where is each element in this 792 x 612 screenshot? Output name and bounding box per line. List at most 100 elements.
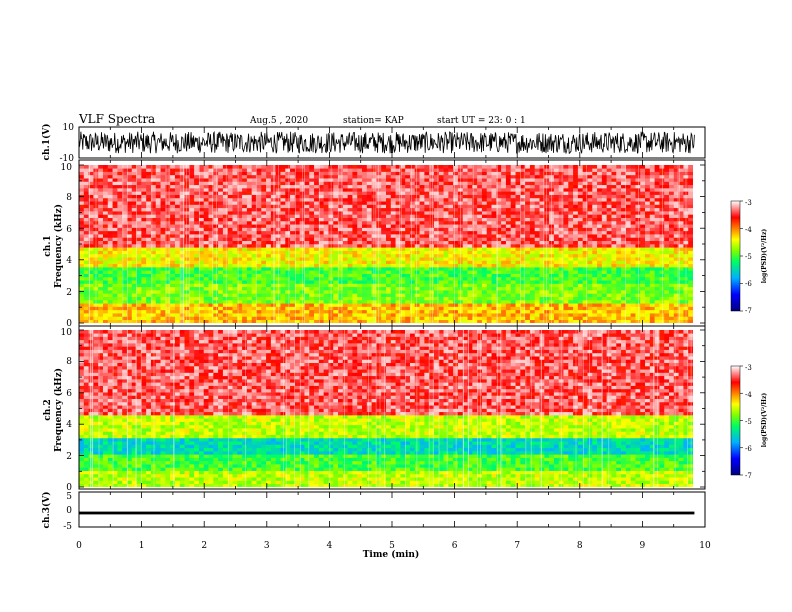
spec1-cell <box>563 191 569 195</box>
spec1-cell <box>112 178 118 182</box>
spec1-cell <box>189 234 195 238</box>
spec1-cell <box>448 257 454 261</box>
spec1-cell <box>510 191 516 195</box>
spec1-cell <box>409 191 416 195</box>
spec1-cell <box>122 224 128 228</box>
spec1-cell <box>242 174 248 179</box>
spec1-cell <box>424 168 430 172</box>
spec1-cell <box>414 250 420 255</box>
spec1-cell <box>467 237 473 242</box>
spec1-cell <box>98 165 104 169</box>
spec1-cell <box>88 306 94 311</box>
spec1-cell <box>189 214 195 218</box>
spec1-cell <box>266 184 272 189</box>
spec1-cell <box>414 168 420 172</box>
spec1-cell <box>510 250 516 255</box>
spec1-cell <box>405 207 411 212</box>
spec1-cell <box>333 197 339 202</box>
spec1-cell <box>251 217 257 222</box>
spec1-cell <box>218 220 224 225</box>
spec1-cell <box>381 240 387 245</box>
spec1-cell <box>448 280 454 284</box>
spec1-cell <box>189 168 195 172</box>
spec1-cell <box>467 299 473 304</box>
spec1-cell <box>150 273 157 278</box>
spec1-cell <box>381 201 387 205</box>
spec1-cell <box>102 270 109 274</box>
spec1-cell <box>213 316 219 321</box>
spec1-cell <box>122 194 128 199</box>
spec1-cell <box>266 234 272 238</box>
spec1-cell <box>141 306 147 311</box>
spec1-cell <box>376 244 382 248</box>
spec1-cell <box>79 178 85 182</box>
spec1-cell <box>131 253 137 258</box>
spec1-cell <box>107 313 113 317</box>
spec1-cell <box>424 178 430 182</box>
spec1-cell <box>218 224 224 228</box>
spec1-cell <box>266 316 272 321</box>
spec1-cell <box>285 316 291 321</box>
spec1-cell <box>155 267 161 271</box>
spec1-cell <box>352 234 358 238</box>
spec1-cell <box>318 260 324 265</box>
spec1-cell <box>150 181 157 186</box>
spec1-cell <box>107 211 113 215</box>
spec1-cell <box>390 316 396 321</box>
spec1-cell <box>146 237 152 242</box>
spec1-cell <box>189 247 195 251</box>
spec1-cell <box>170 181 176 186</box>
spec1-cell <box>184 263 190 268</box>
spec1-cell <box>256 197 262 202</box>
spec1-cell <box>246 253 252 258</box>
spec1-cell <box>150 299 157 304</box>
spec1-cell <box>376 181 382 186</box>
spec1-cell <box>165 319 171 323</box>
spec1-cell <box>203 253 209 258</box>
spec1-cell <box>136 227 142 232</box>
spec1-cell <box>88 276 94 281</box>
spec1-cell <box>318 309 324 314</box>
spec1-cell <box>318 227 324 232</box>
spec1-cell <box>131 201 137 205</box>
spec1-cell <box>261 267 267 271</box>
spec1-cell <box>290 306 296 311</box>
spec1-cell <box>338 290 344 294</box>
spec1-cell <box>405 290 411 294</box>
spec1-cell <box>160 178 166 182</box>
spec1-cell <box>467 227 473 232</box>
spec1-cell <box>256 191 262 195</box>
spec1-cell <box>414 247 420 251</box>
spec1-cell <box>448 240 454 245</box>
spec1-cell <box>174 276 181 281</box>
spec1-cell <box>529 280 536 284</box>
spec1-cell <box>174 283 181 288</box>
spec1-cell <box>390 260 396 265</box>
spec1-cell <box>501 276 507 281</box>
spec1-cell <box>352 230 358 235</box>
spec1-cell <box>563 184 569 189</box>
spec1-cell <box>362 204 368 209</box>
spec1-cell <box>318 247 324 251</box>
spec1-cell <box>318 211 324 215</box>
spec1-cell <box>405 230 411 235</box>
spec1-cell <box>357 234 363 238</box>
spec1-cell <box>227 211 233 215</box>
spec1-cell <box>352 168 358 172</box>
spec1-cell <box>491 299 497 304</box>
spec1-cell <box>318 188 324 192</box>
spec1-cell <box>352 296 358 301</box>
spec1-cell <box>227 171 233 176</box>
spec1-cell <box>160 217 166 222</box>
spec1-cell <box>352 201 358 205</box>
spec1-cell <box>294 178 300 182</box>
spec1-cell <box>419 253 425 258</box>
spec1-cell <box>525 313 531 317</box>
spec1-cell <box>510 267 516 271</box>
spec1-cell <box>88 290 94 294</box>
spec1-cell <box>131 286 137 291</box>
spec1-cell <box>477 260 483 265</box>
spec1-cell <box>318 280 324 284</box>
spec1-cell <box>88 191 94 195</box>
spec1-cell <box>170 194 176 199</box>
